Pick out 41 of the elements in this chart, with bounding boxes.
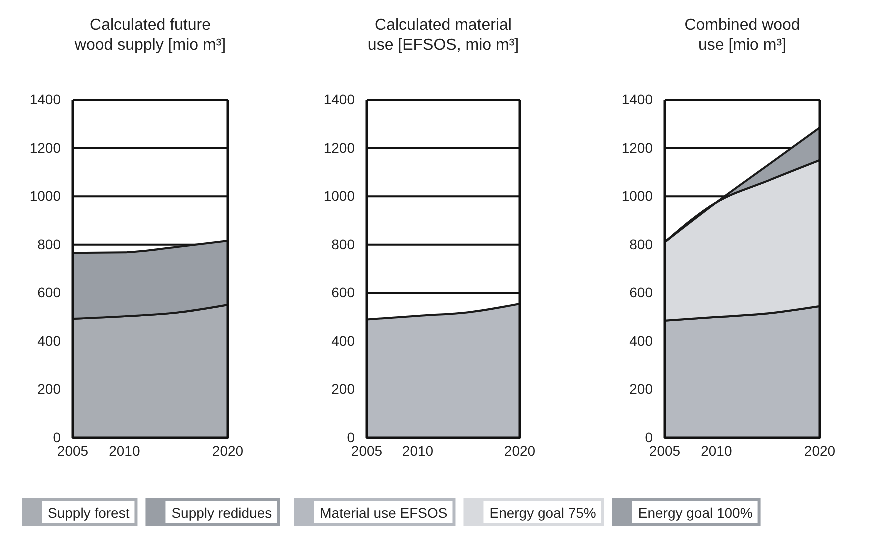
x-tick-label: 2010: [402, 442, 434, 459]
y-tick-label: 0: [53, 429, 62, 446]
chart-title: Calculated future wood supply [mio m³]: [74, 17, 226, 54]
y-tick-label: 1400: [622, 91, 654, 108]
x-tick-label: 2005: [57, 442, 89, 459]
y-tick-label: 1200: [622, 140, 654, 156]
y-tick-label: 1200: [30, 140, 62, 156]
y-tick-label: 1000: [622, 188, 654, 204]
y-tick-label: 800: [38, 236, 62, 252]
y-tick-label: 600: [332, 284, 356, 301]
text: Supply redidues: [172, 505, 272, 521]
y-tick-label: 1400: [324, 91, 356, 108]
text: Supply forest: [48, 505, 130, 521]
text: Energy goal 100%: [638, 505, 753, 521]
y-tick-label: 0: [645, 429, 654, 446]
y-tick-label: 1000: [324, 188, 356, 204]
y-tick-label: 800: [332, 236, 356, 252]
y-tick-label: 400: [630, 332, 654, 349]
x-tick-label: 2020: [212, 442, 244, 459]
y-tick-label: 600: [630, 284, 654, 301]
x-tick-label: 2005: [649, 442, 681, 459]
y-tick-label: 200: [38, 381, 62, 398]
y-tick-label: 400: [38, 332, 62, 349]
y-tick-label: 1000: [30, 188, 62, 204]
y-tick-label: 1200: [324, 140, 356, 156]
chart-title: Combined wood use [mio m³]: [684, 17, 800, 54]
text: Energy goal 75%: [490, 505, 596, 521]
x-tick-label: 2010: [701, 442, 732, 459]
y-tick-label: 400: [332, 332, 356, 349]
y-tick-label: 200: [630, 381, 654, 398]
x-tick-label: 2020: [804, 442, 836, 459]
y-tick-label: 200: [332, 381, 356, 398]
y-tick-label: 0: [347, 429, 356, 446]
x-tick-label: 2010: [109, 442, 140, 459]
x-tick-label: 2020: [504, 442, 536, 459]
x-tick-label: 2005: [351, 442, 383, 459]
chart-title: Calculated material use [EFSOS, mio m³]: [368, 17, 520, 54]
y-tick-label: 1400: [30, 91, 62, 108]
y-tick-label: 600: [38, 284, 62, 301]
text: Material use EFSOS: [320, 505, 448, 521]
y-tick-label: 800: [630, 236, 654, 252]
